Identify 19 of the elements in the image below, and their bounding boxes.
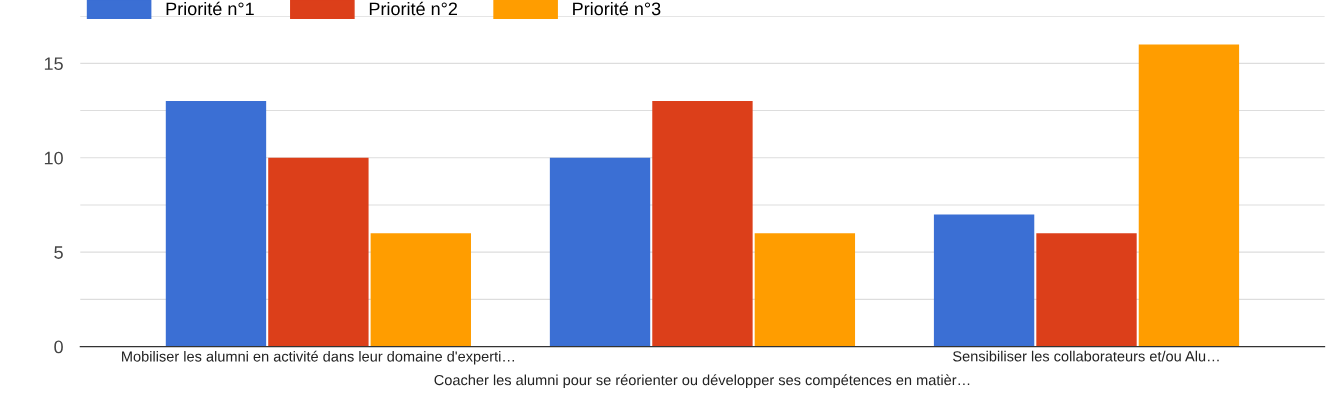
- x-tick-label: Coacher les alumni pour se réorienter ou développer ses compétences en matièr…: [434, 374, 970, 389]
- y-tick-label: 15: [44, 57, 63, 71]
- bar: [268, 157, 369, 347]
- bar: [1036, 233, 1137, 347]
- x-tick-label: Sensibiliser les collaborateurs et/ou Alu…: [953, 350, 1219, 362]
- y-tick-label: 0: [54, 340, 63, 354]
- bar: [165, 101, 267, 347]
- bar: [370, 233, 471, 347]
- y-tick-label: 5: [54, 246, 63, 259]
- legend-label: Priorité n°1: [166, 1, 254, 16]
- legend-label: Priorité n°3: [573, 1, 661, 16]
- bar: [549, 157, 651, 347]
- legend-label: Priorité n°2: [369, 1, 457, 16]
- bar: [1138, 44, 1240, 347]
- y-tick-label: 10: [44, 151, 63, 165]
- bar: [754, 233, 856, 347]
- x-tick-label: Mobiliser les alumni en activité dans leur domaine d'experti…: [122, 350, 514, 365]
- bar: [652, 101, 753, 347]
- bar: [933, 214, 1035, 347]
